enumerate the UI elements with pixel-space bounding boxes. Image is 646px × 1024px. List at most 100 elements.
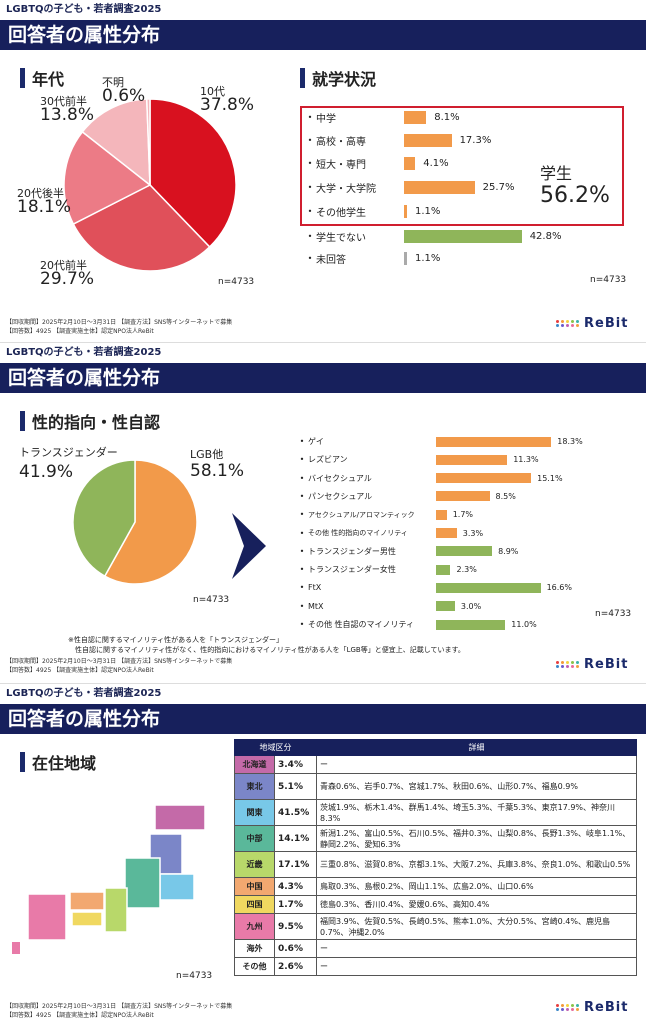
logo-dot bbox=[576, 320, 579, 323]
region-detail: 茨城1.9%、栃木1.4%、群馬1.4%、埼玉5.3%、千葉5.3%、東京17.… bbox=[316, 799, 637, 826]
region-name: 関東 bbox=[234, 799, 275, 826]
bar bbox=[404, 157, 416, 170]
age-cat-early20s: 20代前半 bbox=[40, 259, 87, 272]
logo-word: ReBit bbox=[584, 1000, 629, 1015]
footer-line-2: 【回答数】4925 【調査実施主体】認定NPO法人ReBit bbox=[6, 667, 154, 674]
bar-category-label: トランスジェンダー男性 bbox=[308, 546, 396, 556]
region-table: 地域区分 詳細 北海道 3.4% ー東北 5.1% 青森0.6%、岩手0.7%、宮城1.… bbox=[234, 739, 637, 976]
bar-row: • 未回答 1.1% bbox=[304, 250, 440, 267]
col-region-header: 地域区分 bbox=[234, 739, 317, 756]
bar-category-label: その他学生 bbox=[316, 208, 366, 219]
region-detail: 三重0.8%、滋賀0.8%、京都3.1%、大阪7.2%、兵庫3.8%、奈良1.0… bbox=[316, 851, 637, 878]
map-chubu bbox=[124, 857, 161, 909]
region-pct: 2.6% bbox=[274, 957, 317, 976]
bar-value-label: 16.6% bbox=[546, 583, 572, 593]
bullet: • bbox=[307, 136, 313, 145]
table-row: 北海道 3.4% ー bbox=[234, 755, 637, 774]
logo-dot bbox=[556, 665, 559, 668]
col-detail-header: 詳細 bbox=[316, 739, 637, 756]
bullet: • bbox=[299, 510, 305, 520]
bar bbox=[436, 491, 490, 502]
bar-row: • 中学 8.1% bbox=[304, 109, 460, 126]
bar-category-label: 学生でない bbox=[316, 233, 366, 244]
note-line-1: ※性自認に関するマイノリティ性がある人を「トランスジェンダー」 bbox=[68, 636, 284, 644]
bar-value-label: 18.3% bbox=[557, 437, 583, 446]
bullet: • bbox=[299, 528, 305, 538]
age-cat-30s: 30代前半 bbox=[40, 95, 87, 108]
region-name: 海外 bbox=[234, 939, 275, 958]
logo-dot bbox=[556, 320, 559, 323]
region-detail: 新潟1.2%、富山0.5%、石川0.5%、福井0.3%、山梨0.8%、長野1.3… bbox=[316, 825, 637, 852]
bullet: • bbox=[299, 601, 305, 611]
rebit-logo: ReBit bbox=[556, 1000, 628, 1015]
region-pct: 3.4% bbox=[274, 755, 317, 774]
logo-word: ReBit bbox=[584, 316, 629, 331]
logo-dot bbox=[561, 661, 564, 664]
region-pct: 5.1% bbox=[274, 773, 317, 800]
bar-row: • その他 性的指向のマイノリティ 3.3% bbox=[296, 525, 483, 542]
bullet: • bbox=[307, 113, 313, 122]
bar bbox=[436, 582, 541, 593]
footer-line-2: 【回答数】4925 【調査実施主体】認定NPO法人ReBit bbox=[6, 328, 154, 335]
section-orientation: LGBTQの子ども・若者調査2025 回答者の属性分布 性的指向・性自認 トラン… bbox=[0, 343, 646, 683]
age-pct-10s: 37.8% bbox=[200, 95, 255, 115]
bullet: • bbox=[307, 183, 313, 192]
footer-line-1: 【回収期間】2025年2月10日～3月31日 【調査方法】SNS等インターネット… bbox=[6, 1003, 233, 1010]
age-label-30s: 30代前半 13.8% bbox=[40, 96, 94, 124]
region-table-body: 北海道 3.4% ー東北 5.1% 青森0.6%、岩手0.7%、宮城1.7%、秋田0.6… bbox=[234, 755, 637, 976]
heading-bar bbox=[20, 411, 25, 431]
table-row: その他 2.6% ー bbox=[234, 957, 637, 976]
logo-dot bbox=[576, 1004, 579, 1007]
bar-value-label: 2.3% bbox=[456, 565, 477, 575]
region-pct: 0.6% bbox=[274, 939, 317, 958]
bar-value-label: 11.0% bbox=[511, 620, 537, 629]
bar-value-label: 17.3% bbox=[459, 135, 492, 146]
bar-row: • 大学・大学院 25.7% bbox=[304, 179, 514, 196]
bar-category-label: 未回答 bbox=[316, 255, 346, 266]
bullet: • bbox=[307, 159, 313, 168]
logo-dot bbox=[576, 1008, 579, 1011]
section-region: LGBTQの子ども・若者調査2025 回答者の属性分布 在住地域 n=4733 … bbox=[0, 684, 646, 1024]
school-n: n=4733 bbox=[590, 275, 627, 285]
age-cat-late20s: 20代後半 bbox=[17, 187, 64, 200]
bullet: • bbox=[299, 437, 305, 446]
logo-dot bbox=[571, 320, 574, 323]
bar bbox=[404, 205, 408, 218]
divider bbox=[0, 683, 646, 684]
lgb-pct: 58.1% bbox=[190, 461, 245, 481]
logo-dot bbox=[576, 661, 579, 664]
orientation-heading: 性的指向・性自認 bbox=[20, 409, 160, 433]
heading-bar bbox=[300, 68, 305, 88]
logo-dot bbox=[571, 661, 574, 664]
table-row: 四国 1.7% 徳島0.3%、香川0.4%、愛媛0.6%、高知0.4% bbox=[234, 895, 637, 914]
bar-category-label: MtX bbox=[308, 601, 324, 611]
rebit-logo: ReBit bbox=[556, 657, 628, 672]
logo-dot bbox=[566, 661, 569, 664]
bar-value-label: 8.9% bbox=[498, 546, 519, 556]
region-pct: 17.1% bbox=[274, 851, 317, 878]
note: ※性自認に関するマイノリティ性がある人を「トランスジェンダー」 性自認に関するマ… bbox=[68, 635, 465, 655]
bullet: • bbox=[307, 232, 313, 241]
bar-category-label: その他 性的指向のマイノリティ bbox=[308, 529, 408, 537]
age-heading: 年代 bbox=[20, 66, 64, 90]
trans-cat: トランスジェンダー bbox=[19, 446, 118, 459]
bar-row: • トランスジェンダー女性 2.3% bbox=[296, 561, 477, 578]
bullet: • bbox=[299, 565, 305, 575]
region-pct: 14.1% bbox=[274, 825, 317, 852]
lgb-trans-pie-chart bbox=[72, 459, 198, 585]
region-detail: 福岡3.9%、佐賀0.5%、長崎0.5%、熊本1.0%、大分0.5%、宮崎0.4… bbox=[316, 913, 637, 940]
note-line-2: 性自認に関するマイノリティ性がなく、性的指向におけるマイノリティ性がある人を「L… bbox=[75, 646, 465, 654]
region-name: 中国 bbox=[234, 877, 275, 896]
bullet: • bbox=[307, 254, 313, 263]
bar-value-label: 3.0% bbox=[460, 601, 482, 611]
bar bbox=[436, 473, 532, 484]
bar-category-label: パンセクシュアル bbox=[308, 491, 373, 501]
table-row: 海外 0.6% ー bbox=[234, 939, 637, 958]
region-pct: 1.7% bbox=[274, 895, 317, 914]
logo-dot bbox=[556, 324, 559, 327]
bar-value-label: 42.8% bbox=[529, 231, 562, 242]
logo-dots bbox=[556, 320, 580, 327]
bar-category-label: 短大・専門 bbox=[316, 160, 366, 171]
region-name: 近畿 bbox=[234, 851, 275, 878]
orientation-title: 性的指向・性自認 bbox=[32, 413, 161, 432]
